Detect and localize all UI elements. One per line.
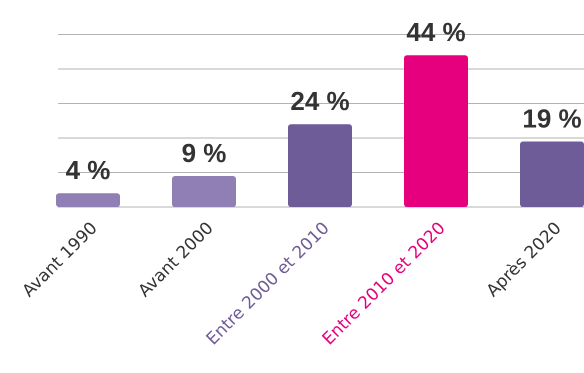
category-label-2: Avant 2000 xyxy=(135,218,218,301)
value-label-4: 44 % xyxy=(406,17,465,47)
category-label-1: Avant 1990 xyxy=(19,218,102,301)
bars xyxy=(56,55,584,208)
bar-3 xyxy=(288,124,352,207)
value-label-2: 9 % xyxy=(182,138,227,168)
bar-4 xyxy=(404,55,468,208)
bar-1 xyxy=(56,193,120,207)
bar-2 xyxy=(172,175,236,207)
value-label-1: 4 % xyxy=(66,155,111,185)
value-label-5: 19 % xyxy=(522,103,581,133)
category-label-3: Entre 2000 et 2010 xyxy=(203,218,334,349)
category-label-4: Entre 2010 et 2020 xyxy=(319,218,450,349)
value-labels: 4 % 9 % 24 % 44 % 19 % xyxy=(66,17,582,185)
bar-5 xyxy=(520,141,584,207)
value-label-3: 24 % xyxy=(290,86,349,116)
category-label-5: Après 2020 xyxy=(483,218,566,301)
